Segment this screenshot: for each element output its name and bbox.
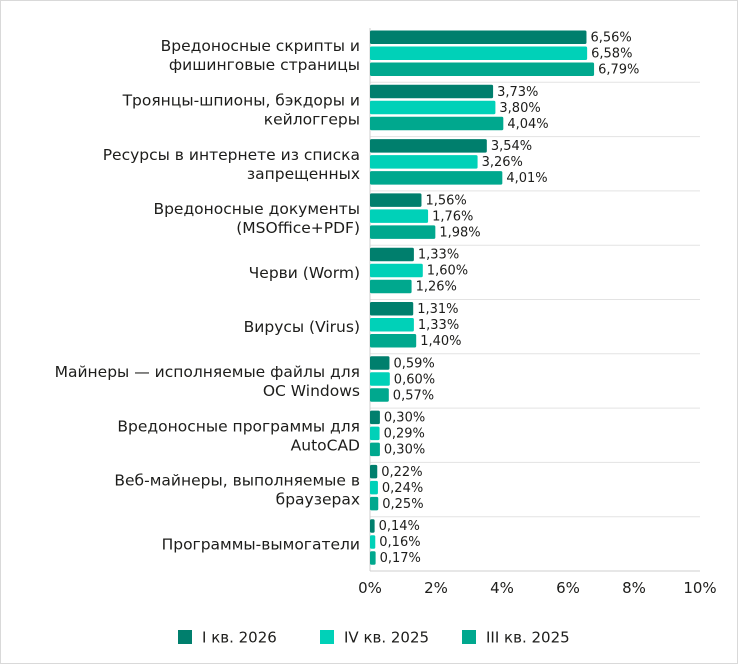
- bar: [370, 62, 595, 76]
- category-label: браузерах: [276, 491, 360, 509]
- data-label: 0,59%: [393, 356, 434, 371]
- data-label: 1,98%: [439, 225, 480, 240]
- x-tick-label: 6%: [556, 579, 580, 597]
- data-label: 6,56%: [590, 31, 631, 46]
- bar: [370, 193, 422, 207]
- bar: [370, 263, 423, 278]
- category-label: (MSOffice+PDF): [236, 219, 360, 237]
- data-label: 0,16%: [379, 535, 420, 550]
- bar: [370, 410, 380, 425]
- category-label: Вирусы (Virus): [244, 318, 360, 336]
- x-tick-label: 10%: [683, 579, 716, 597]
- bar: [370, 247, 414, 262]
- data-label: 1,76%: [432, 209, 473, 224]
- data-label: 0,22%: [381, 465, 422, 480]
- bar: [370, 535, 376, 549]
- bar: [370, 388, 389, 402]
- x-tick-label: 8%: [622, 579, 646, 597]
- data-label: 1,60%: [427, 264, 468, 279]
- bar: [370, 116, 504, 131]
- bar: [370, 84, 494, 99]
- bar: [370, 318, 414, 332]
- bar: [370, 171, 503, 185]
- data-label: 0,29%: [384, 427, 425, 442]
- bar: [370, 496, 379, 511]
- bar: [370, 372, 390, 386]
- bar: [370, 442, 380, 457]
- category-label: Черви (Worm): [249, 264, 360, 282]
- data-label: 1,33%: [418, 248, 459, 263]
- data-label: 0,57%: [393, 388, 434, 403]
- legend-label: IV кв. 2025: [344, 629, 429, 647]
- data-label: 1,31%: [417, 302, 458, 317]
- category-label: Программы-вымогатели: [162, 535, 360, 553]
- data-label: 0,60%: [394, 372, 435, 387]
- bar: [370, 279, 412, 294]
- bar: [370, 100, 496, 115]
- data-label: 4,04%: [507, 117, 548, 132]
- bar: [370, 225, 436, 239]
- data-label: 0,25%: [382, 497, 423, 512]
- x-tick-label: 2%: [424, 579, 448, 597]
- data-label: 0,14%: [379, 519, 420, 534]
- data-label: 6,58%: [591, 47, 632, 62]
- bar: [370, 334, 417, 348]
- legend-label: I кв. 2026: [202, 629, 277, 647]
- category-label: Майнеры — исполняемые файлы для: [55, 363, 360, 381]
- legend-swatch: [462, 630, 476, 644]
- legend-label: III кв. 2025: [486, 629, 570, 647]
- category-label: AutoCAD: [291, 436, 360, 454]
- category-label: ОС Windows: [263, 382, 360, 400]
- data-label: 6,79%: [598, 63, 639, 78]
- bar: [370, 209, 429, 223]
- bar: [370, 356, 390, 370]
- data-label: 4,01%: [506, 171, 547, 186]
- data-label: 1,26%: [416, 280, 457, 295]
- bar: [370, 426, 380, 441]
- bar: [370, 30, 587, 44]
- data-label: 0,24%: [382, 481, 423, 496]
- category-label: запрещенных: [247, 165, 360, 183]
- bar: [370, 139, 487, 153]
- data-label: 3,54%: [491, 139, 532, 154]
- category-label: Вредоносные скрипты и: [161, 37, 360, 55]
- bar: [370, 302, 414, 316]
- bar: [370, 519, 375, 533]
- legend-swatch: [178, 630, 192, 644]
- data-label: 3,73%: [497, 85, 538, 100]
- bar: [370, 551, 376, 565]
- legend-swatch: [320, 630, 334, 644]
- data-label: 0,17%: [380, 551, 421, 566]
- category-label: Ресурсы в интернете из списка: [103, 146, 360, 164]
- category-label: Вредоносные программы для: [117, 417, 360, 435]
- category-label: Веб-майнеры, выполняемые в: [114, 472, 360, 490]
- data-label: 1,56%: [425, 193, 466, 208]
- bar: [370, 464, 378, 479]
- data-label: 1,33%: [418, 318, 459, 333]
- bar: [370, 155, 478, 169]
- category-label: Троянцы-шпионы, бэкдоры и: [122, 91, 360, 109]
- category-label: кейлоггеры: [264, 110, 360, 128]
- data-label: 3,26%: [482, 155, 523, 170]
- x-tick-label: 0%: [358, 579, 382, 597]
- bar: [370, 46, 588, 60]
- category-label: фишинговые страницы: [169, 56, 360, 74]
- data-label: 0,30%: [384, 411, 425, 426]
- x-tick-label: 4%: [490, 579, 514, 597]
- data-label: 0,30%: [384, 443, 425, 458]
- category-label: Вредоносные документы: [153, 200, 360, 218]
- data-label: 1,40%: [420, 334, 461, 349]
- bar: [370, 480, 378, 495]
- data-label: 3,80%: [499, 101, 540, 116]
